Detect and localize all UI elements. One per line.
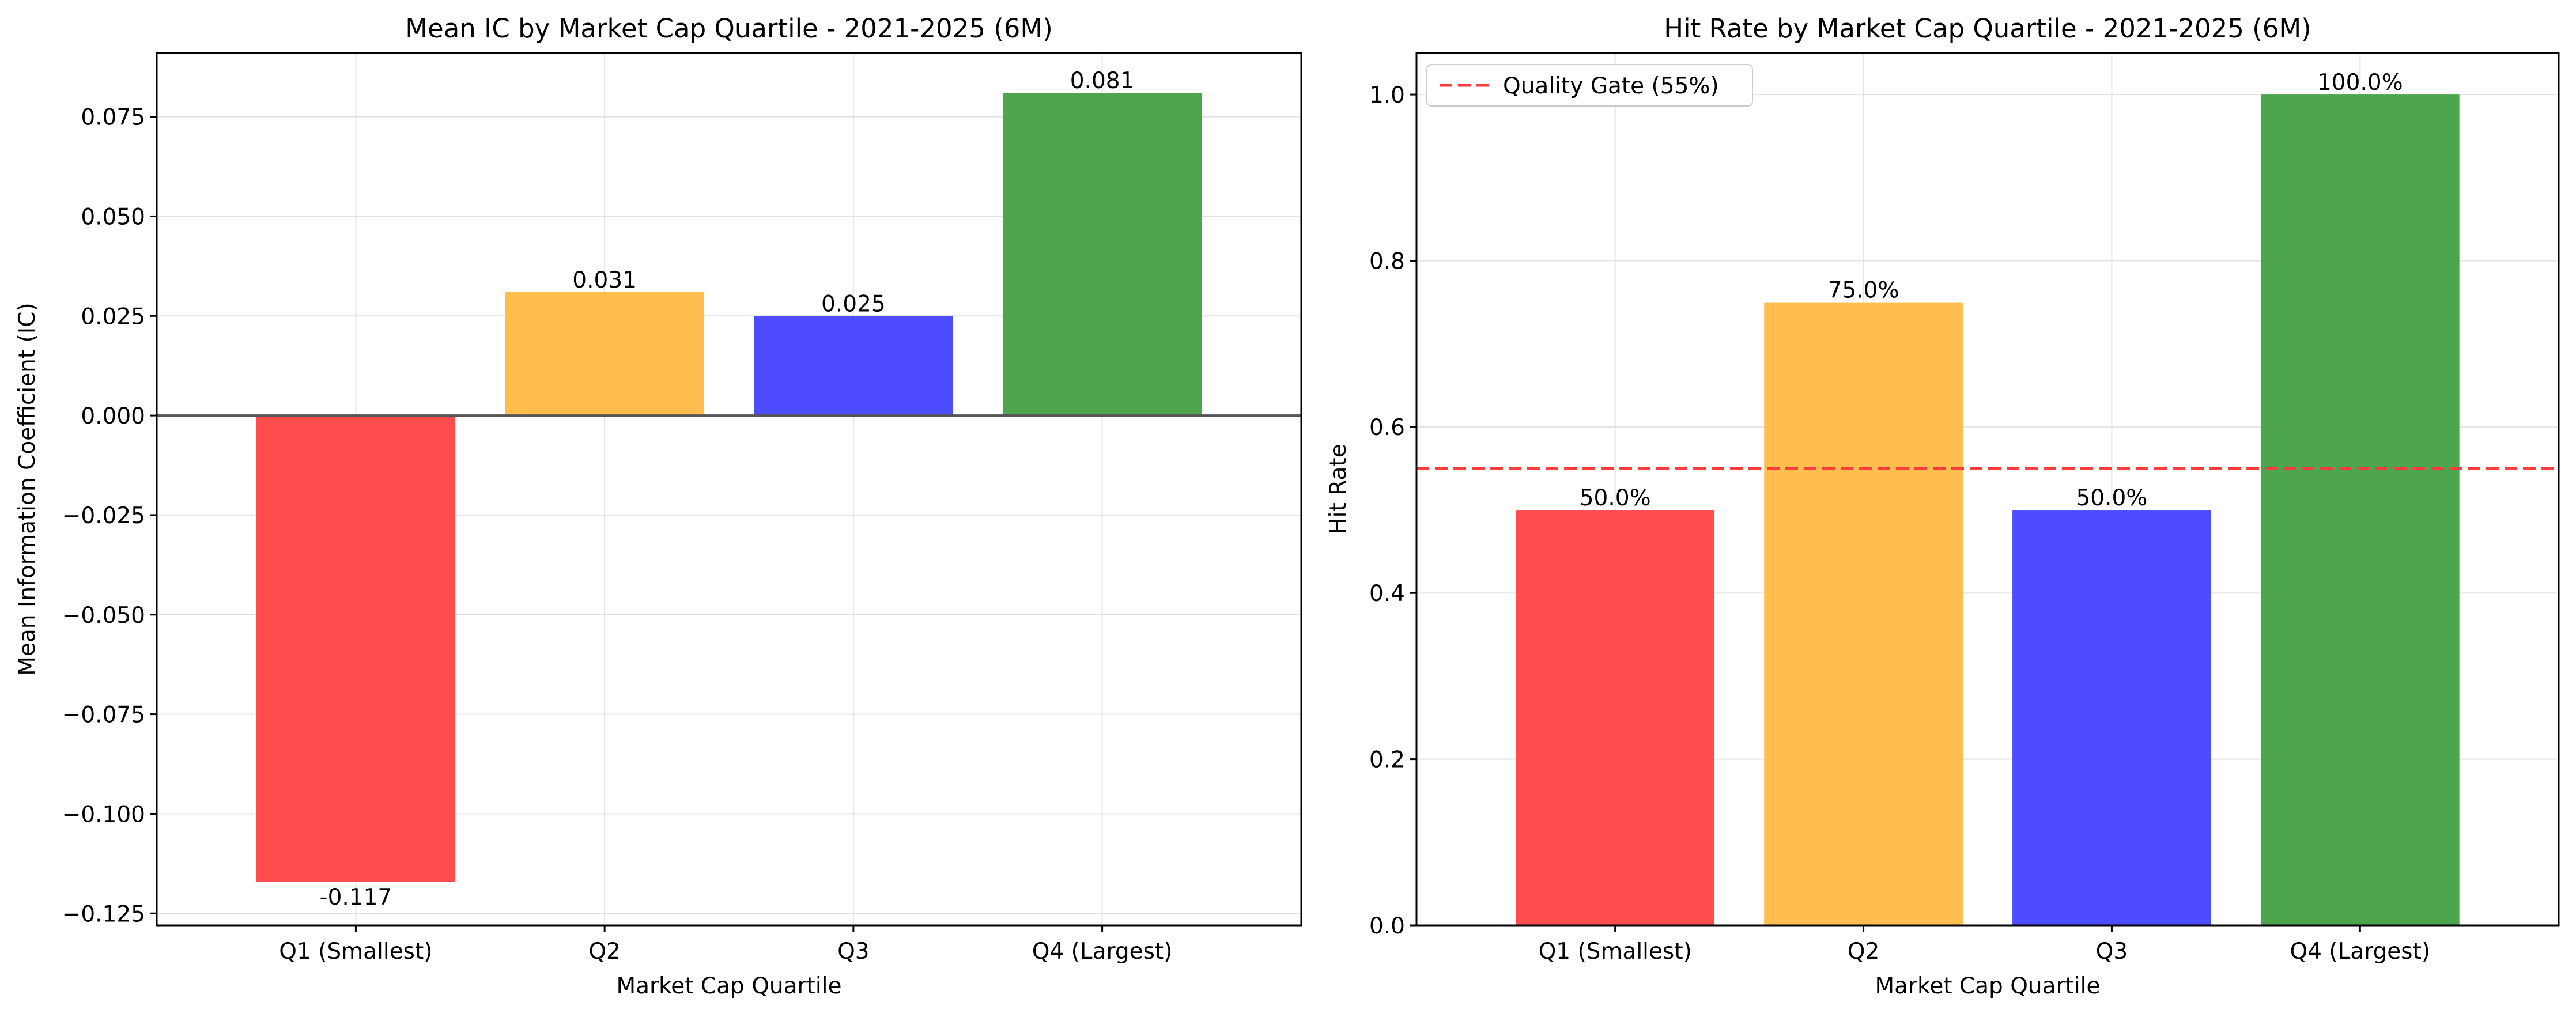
x-tick-label: Q2	[1848, 939, 1880, 965]
y-tick-label: 0.2	[1369, 747, 1405, 773]
x-axis-label: Market Cap Quartile	[616, 973, 841, 999]
y-tick-label: 0.075	[81, 105, 145, 131]
y-axis-label: Hit Rate	[1325, 444, 1351, 534]
bar-value-label-4: 0.081	[1070, 68, 1135, 94]
bar-1	[1516, 510, 1715, 925]
chart-title: Mean IC by Market Cap Quartile - 2021-20…	[405, 13, 1053, 44]
y-tick-label: −0.125	[62, 901, 145, 927]
y-tick-label: −0.025	[62, 503, 145, 529]
bar-value-label-2: 0.031	[572, 267, 637, 293]
bar-2	[1764, 302, 1963, 925]
y-tick-label: 0.8	[1369, 248, 1405, 274]
axes-frame	[156, 52, 1302, 927]
x-axis-label: Market Cap Quartile	[1875, 973, 2100, 999]
y-tick-label: −0.100	[62, 801, 145, 827]
bar-value-label-4: 100.0%	[2317, 70, 2403, 96]
bar-value-label-3: 0.025	[821, 291, 886, 317]
y-tick-label: −0.075	[62, 702, 145, 728]
bar-3	[754, 316, 953, 416]
x-tick-label: Q1 (Smallest)	[1539, 939, 1692, 965]
bar-2	[505, 292, 704, 416]
legend: Quality Gate (55%)	[1426, 64, 1753, 107]
bar-1	[256, 415, 456, 882]
chart-panel-1: -0.117 0.031 0.025 0.081 −0.125 −0.100 −0.075 −…	[14, 13, 1302, 999]
x-tick-label: Q3	[837, 939, 870, 965]
bar-4	[1002, 93, 1202, 416]
bar-value-label-3: 50.0%	[2076, 485, 2147, 511]
y-axis-label: Mean Information Coefficient (IC)	[14, 303, 40, 675]
bar-value-label-2: 75.0%	[1828, 278, 1899, 304]
x-tick-label: Q2	[588, 939, 621, 965]
bars	[1516, 94, 2460, 926]
legend-box	[1426, 64, 1753, 107]
y-tick-label: 0.0	[1369, 913, 1405, 939]
x-tick-label: Q4 (Largest)	[2290, 939, 2430, 965]
x-tick-label: Q1 (Smallest)	[279, 939, 432, 965]
bar-value-label-1: -0.117	[320, 884, 392, 910]
legend-label: Quality Gate (55%)	[1503, 73, 1719, 99]
axes-frame	[1415, 52, 2560, 927]
y-tick-label: 0.6	[1369, 415, 1405, 441]
chart-title: Hit Rate by Market Cap Quartile - 2021-2…	[1664, 13, 2311, 44]
y-tick-label: 0.050	[81, 204, 145, 230]
bars	[256, 93, 1202, 882]
y-tick-label: 0.025	[81, 304, 145, 330]
bar-4	[2260, 94, 2460, 926]
y-tick-label: −0.050	[62, 603, 145, 629]
y-tick-label: 1.0	[1369, 82, 1405, 108]
x-tick-label: Q4 (Largest)	[1032, 939, 1173, 965]
bar-3	[2012, 510, 2211, 925]
chart-panel-2: 50.0% 75.0% 50.0% 100.0% 0.0 0.2 0.4 0.6 0.8 1.0 Q…	[1325, 13, 2560, 999]
bar-value-label-1: 50.0%	[1580, 485, 1651, 511]
x-tick-label: Q3	[2096, 939, 2128, 965]
y-tick-label: 0.4	[1369, 581, 1405, 607]
y-tick-label: 0.000	[81, 403, 145, 429]
